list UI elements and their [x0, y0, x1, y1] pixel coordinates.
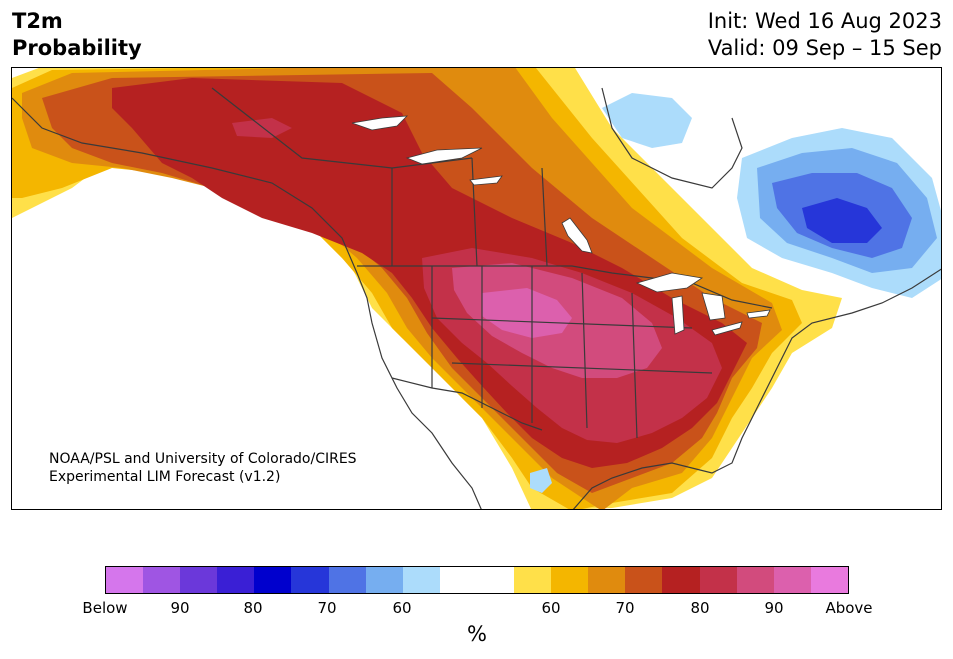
lake-winnipeg [561, 217, 593, 254]
great-bear-lake [351, 115, 409, 131]
colorbar-segment [106, 567, 144, 593]
province-line-2 [471, 157, 478, 267]
state-line-6 [431, 317, 693, 329]
lake-ontario [746, 309, 771, 319]
colorbar-tick-label: 90 [764, 599, 784, 617]
attribution: NOAA/PSL and University of Colorado/CIRE… [49, 450, 357, 486]
lake-athabasca [469, 175, 503, 186]
colorbar-segment [810, 567, 848, 593]
great-slave-lake [405, 147, 483, 165]
colorbar-tick-label: 90 [170, 599, 190, 617]
colorbar-segment [328, 567, 366, 593]
attribution-line-2: Experimental LIM Forecast (v1.2) [49, 469, 281, 485]
attribution-line-1: NOAA/PSL and University of Colorado/CIRE… [49, 451, 357, 467]
atlantic-gulf-coast [572, 268, 941, 509]
colorbar-segment [514, 567, 552, 593]
colorbar-segment [180, 567, 218, 593]
forecast-dates: Init: Wed 16 Aug 2023 Valid: 09 Sep – 15… [708, 8, 942, 62]
colorbar [105, 566, 849, 594]
state-line-7 [451, 362, 713, 374]
colorbar-segment [439, 567, 477, 593]
colorbar-segment [254, 567, 292, 593]
state-line-5 [631, 292, 638, 439]
contour-above-80-canada [232, 118, 292, 138]
colorbar-segment [143, 567, 181, 593]
colorbar-tick-label: 80 [690, 599, 710, 617]
cool-probability-shading [530, 93, 941, 493]
hudson-bay [601, 87, 743, 189]
map-title: T2m Probability [12, 8, 142, 62]
colorbar-unit: % [467, 622, 487, 646]
colorbar-segment [551, 567, 589, 593]
lakes [351, 115, 771, 336]
colorbar-tick-label: Below [82, 599, 128, 617]
colorbar-tick-label: 60 [392, 599, 412, 617]
lake-superior [635, 272, 704, 293]
colorbar-segment [365, 567, 403, 593]
valid-range: Valid: 09 Sep – 15 Sep [707, 36, 942, 60]
colorbar-segment [773, 567, 811, 593]
title-line-variable: T2m [12, 9, 63, 33]
contour-below-50-mexico [530, 468, 552, 493]
us-canada-border [357, 265, 773, 309]
probability-map [12, 68, 941, 509]
warm-probability-shading [12, 68, 842, 509]
colorbar-segment [662, 567, 700, 593]
colorbar-segment [736, 567, 774, 593]
lake-michigan [671, 295, 685, 335]
pacific-coast [12, 97, 482, 509]
map-panel [11, 67, 942, 510]
init-date: Init: Wed 16 Aug 2023 [707, 9, 942, 33]
colorbar-tick-label: 80 [243, 599, 263, 617]
colorbar-segment [476, 567, 515, 593]
colorbar-tick-label: 70 [615, 599, 635, 617]
us-mexico-border [391, 377, 543, 431]
lake-huron [701, 292, 726, 321]
colorbar-segment [291, 567, 329, 593]
colorbar-tick-label: Above [825, 599, 873, 617]
contour-above-90 [482, 288, 572, 338]
coastlines-borders [12, 87, 941, 509]
colorbar-segment [402, 567, 440, 593]
colorbar-tick-label: 60 [541, 599, 561, 617]
contour-below-50-north [602, 93, 692, 148]
contour-below-70-east [802, 198, 882, 243]
colorbar-segment [217, 567, 255, 593]
colorbar-segment [699, 567, 737, 593]
province-line-3 [541, 167, 548, 267]
lake-erie [711, 321, 743, 336]
territory-line [211, 87, 473, 169]
title-line-type: Probability [12, 36, 142, 60]
colorbar-segment [625, 567, 663, 593]
colorbar-segment [588, 567, 626, 593]
colorbar-tick-label: 70 [317, 599, 337, 617]
state-line-4 [581, 272, 588, 429]
